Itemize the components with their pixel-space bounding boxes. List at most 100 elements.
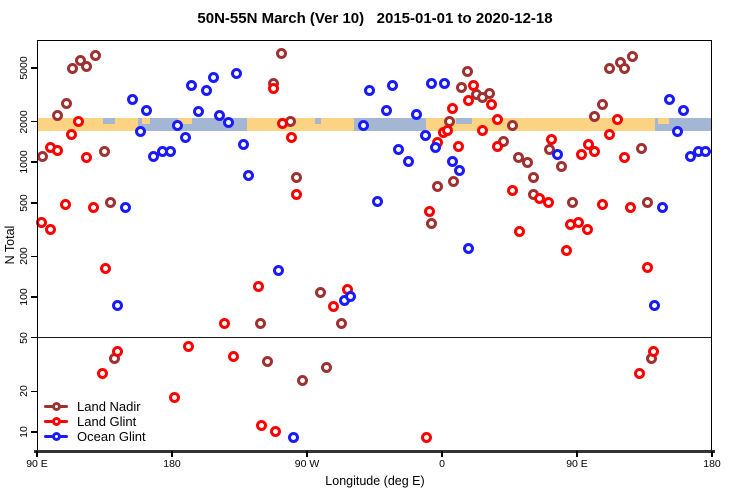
data-point [272, 265, 284, 277]
data-point [223, 117, 234, 129]
data-point [454, 165, 465, 177]
data-point [67, 63, 78, 75]
y-axis-title: N Total [3, 225, 17, 265]
data-point [262, 356, 273, 368]
coastline-band-speck [314, 117, 321, 125]
data-point [80, 60, 92, 72]
y-tick-label: 500 [18, 194, 30, 212]
data-point [556, 161, 567, 173]
data-point [512, 151, 524, 163]
data-point [446, 102, 458, 114]
x-tick-mark [711, 451, 713, 457]
ocean-glint-marker-icon [44, 432, 68, 441]
x-tick-label: 90 E [566, 458, 588, 470]
data-point [148, 151, 159, 163]
data-point [238, 139, 249, 151]
data-point [685, 151, 696, 163]
data-point [277, 117, 288, 129]
data-point [268, 82, 279, 94]
data-point [619, 151, 630, 163]
data-point [506, 120, 518, 132]
data-point [290, 189, 302, 201]
data-point [256, 420, 267, 432]
x-axis-title: Longitude (deg E) [325, 474, 425, 488]
data-point [671, 125, 683, 137]
data-point [290, 172, 302, 184]
data-point [140, 104, 152, 116]
data-point [647, 346, 659, 358]
data-point [604, 63, 615, 75]
x-tick-mark [441, 451, 443, 457]
data-point [439, 77, 450, 89]
data-point [134, 125, 146, 137]
data-point [589, 111, 600, 123]
data-point [254, 318, 266, 330]
data-point [700, 146, 711, 157]
data-point [625, 201, 636, 213]
legend-label: Land Glint [77, 414, 137, 429]
y-tick-label: 200 [18, 247, 30, 266]
coastline-band-speck [455, 117, 472, 125]
data-point [566, 196, 578, 208]
data-point [626, 51, 638, 63]
data-point [419, 129, 431, 141]
y-tick-label: 2000 [18, 109, 30, 134]
data-point [403, 156, 414, 168]
legend-item-land-nadir: Land Nadir [44, 399, 146, 414]
data-point [467, 80, 479, 92]
data-point [485, 99, 497, 111]
land-nadir-marker-icon [44, 402, 68, 411]
data-point [452, 140, 464, 152]
data-point [98, 146, 110, 157]
data-point [179, 132, 191, 144]
data-point [358, 120, 369, 132]
data-point [287, 432, 299, 444]
data-point [448, 176, 459, 188]
data-point [527, 172, 539, 184]
data-point [430, 142, 441, 154]
data-point [521, 156, 533, 168]
data-point [596, 99, 608, 111]
data-point [514, 225, 525, 237]
data-point [214, 110, 225, 121]
data-point [634, 367, 645, 379]
y-tick-mark [31, 431, 37, 433]
data-point [604, 128, 615, 140]
data-point [200, 84, 212, 96]
chart-title: 50N-55N March (Ver 10) 2015-01-01 to 202… [197, 10, 553, 27]
data-point [506, 185, 518, 197]
y-tick-label: 20 [18, 385, 30, 398]
data-point [410, 108, 422, 120]
data-point [335, 318, 347, 330]
y-tick-label: 100 [18, 288, 30, 306]
data-point [80, 151, 92, 163]
coastline-band-land-segment [247, 117, 354, 132]
legend-label: Land Nadir [77, 399, 141, 414]
data-point [97, 367, 108, 379]
y-tick-label: 5000 [18, 56, 30, 80]
y-tick-label: 1000 [18, 150, 30, 174]
data-point [461, 65, 473, 77]
data-point [664, 94, 675, 106]
data-point [551, 149, 563, 161]
data-point [253, 280, 264, 292]
y-tick-mark [31, 390, 37, 393]
data-point [371, 195, 383, 207]
coastline-band-ocean-segment [655, 117, 712, 132]
data-point [59, 199, 71, 211]
x-axis-line [34, 450, 715, 453]
y-tick-mark [31, 161, 37, 163]
data-point [185, 80, 197, 92]
data-point [641, 196, 653, 208]
data-point [182, 340, 194, 352]
data-point [286, 132, 297, 144]
data-point [89, 50, 101, 62]
data-point [431, 181, 443, 193]
y-tick-mark [31, 255, 37, 258]
data-point [169, 391, 180, 403]
data-point [446, 156, 458, 168]
coastline-band-speck [658, 117, 669, 125]
legend: Land Nadir Land Glint Ocean Glint [44, 399, 146, 444]
data-point [88, 201, 99, 213]
data-point [425, 78, 437, 90]
